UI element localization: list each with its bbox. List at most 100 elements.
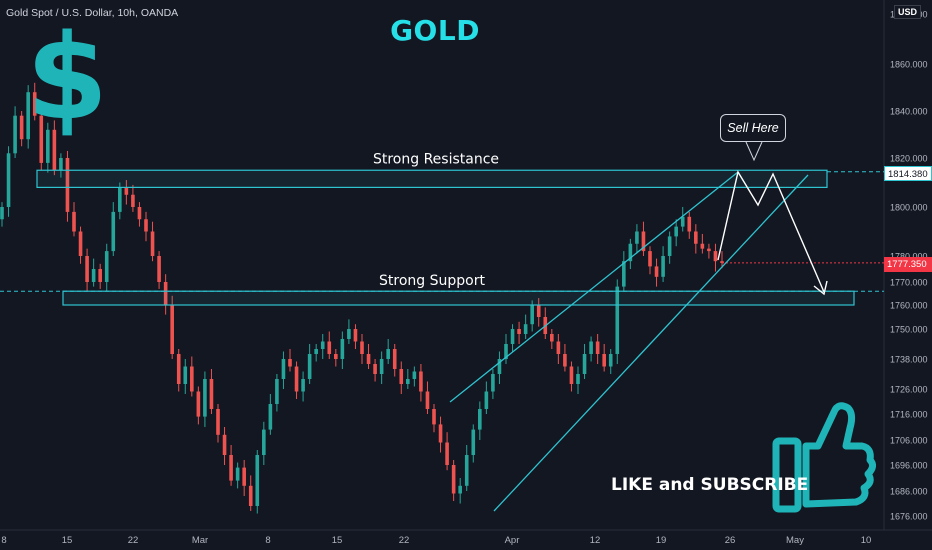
resistance-label: Strong Resistance (373, 151, 499, 167)
candle-body (523, 324, 528, 334)
candle-body (458, 485, 462, 494)
projection-path (717, 170, 825, 293)
candle-body (517, 329, 521, 334)
x-tick-label: 8 (265, 535, 270, 546)
y-tick-label: 1726.000 (890, 385, 928, 395)
candle-body (720, 261, 724, 263)
candle-body (353, 329, 358, 342)
candle-body (674, 226, 678, 237)
candle-body (170, 305, 174, 354)
candle-body (432, 409, 436, 425)
candle-body (615, 286, 620, 354)
y-tick-label: 1750.000 (890, 325, 928, 335)
sell-here-bubble: Sell Here (720, 114, 786, 142)
y-tick-label: 1780.000 (890, 252, 928, 262)
candle-body (451, 465, 456, 494)
candle-body (406, 379, 410, 384)
candle-body (550, 334, 554, 342)
candle-body (412, 371, 417, 379)
candle-body (255, 455, 260, 506)
candle-body (268, 404, 273, 430)
candle-body (661, 256, 665, 277)
candle-body (504, 344, 508, 359)
candle-body (635, 231, 639, 244)
candle-body (13, 115, 17, 154)
candle-body (85, 256, 89, 282)
candle-body (59, 158, 63, 171)
candle-body (680, 216, 685, 227)
x-tick-label: 8 (1, 535, 6, 546)
candle-body (229, 455, 233, 481)
candle-body (373, 364, 377, 374)
headline-gold: GOLD (390, 14, 480, 47)
y-tick-label: 1716.000 (890, 410, 928, 420)
candle-body (360, 341, 364, 354)
candle-body (0, 207, 4, 220)
candle-body (419, 371, 423, 392)
x-tick-label: 15 (62, 535, 73, 546)
candle-body (288, 359, 292, 367)
last-price-tag: 1777.350 (884, 257, 932, 272)
channel-upper-line (449, 171, 739, 403)
x-tick-label: 12 (590, 535, 601, 546)
candle-body (648, 251, 652, 267)
candle-body (399, 369, 404, 384)
candle-body (209, 379, 214, 409)
candle-body (248, 485, 253, 506)
candle-body (163, 282, 168, 305)
candle-body (91, 269, 96, 282)
candle-body (464, 455, 469, 486)
y-tick-label: 1676.000 (890, 512, 928, 522)
candle-body (242, 467, 246, 486)
x-tick-label: 22 (399, 535, 410, 546)
y-tick-label: 1800.000 (890, 203, 928, 213)
bubble-pointer (745, 141, 763, 162)
candle-body (484, 391, 489, 409)
candle-body (347, 329, 351, 339)
thumbs-up-icon (772, 402, 877, 513)
candle-body (386, 349, 390, 359)
symbol-title: Gold Spot / U.S. Dollar, 10h, OANDA (6, 7, 179, 19)
candle-body (262, 429, 266, 455)
y-tick-label: 1686.000 (890, 487, 928, 497)
candle-body (478, 409, 482, 430)
x-tick-label: May (786, 535, 804, 546)
candle-body (425, 391, 430, 409)
candle-body (667, 236, 672, 256)
candle-body (530, 305, 534, 325)
candle-body (687, 216, 692, 232)
candle-body (556, 341, 561, 354)
candle-body (582, 354, 587, 374)
candle-body (32, 92, 37, 116)
support-zone (62, 290, 855, 306)
candle-body (78, 231, 83, 256)
candle-body (641, 231, 646, 252)
candle-body (150, 231, 155, 256)
y-tick-label: 1770.000 (890, 278, 928, 288)
candle-body (183, 366, 188, 384)
candle-body (235, 467, 240, 481)
candle-body (307, 354, 312, 379)
candle-body (576, 374, 580, 384)
candle-body (327, 341, 332, 354)
currency-label[interactable]: USD (894, 5, 922, 19)
support-label: Strong Support (379, 273, 485, 289)
candle-body (471, 429, 476, 455)
channel-lower-line (493, 174, 809, 512)
candle-body (65, 158, 70, 212)
candle-body (275, 379, 279, 404)
y-tick-label: 1696.000 (890, 461, 928, 471)
candle-body (602, 354, 606, 367)
candle-body (340, 339, 345, 359)
thumbs-up-icon (772, 437, 802, 513)
candle-body (491, 374, 495, 392)
candle-body (118, 187, 122, 212)
y-tick-label: 1706.000 (890, 436, 928, 446)
candle-body (46, 129, 50, 163)
x-tick-label: Mar (192, 535, 208, 546)
candle-body (700, 243, 705, 249)
candle-body (294, 366, 299, 392)
candle-body (497, 359, 502, 374)
